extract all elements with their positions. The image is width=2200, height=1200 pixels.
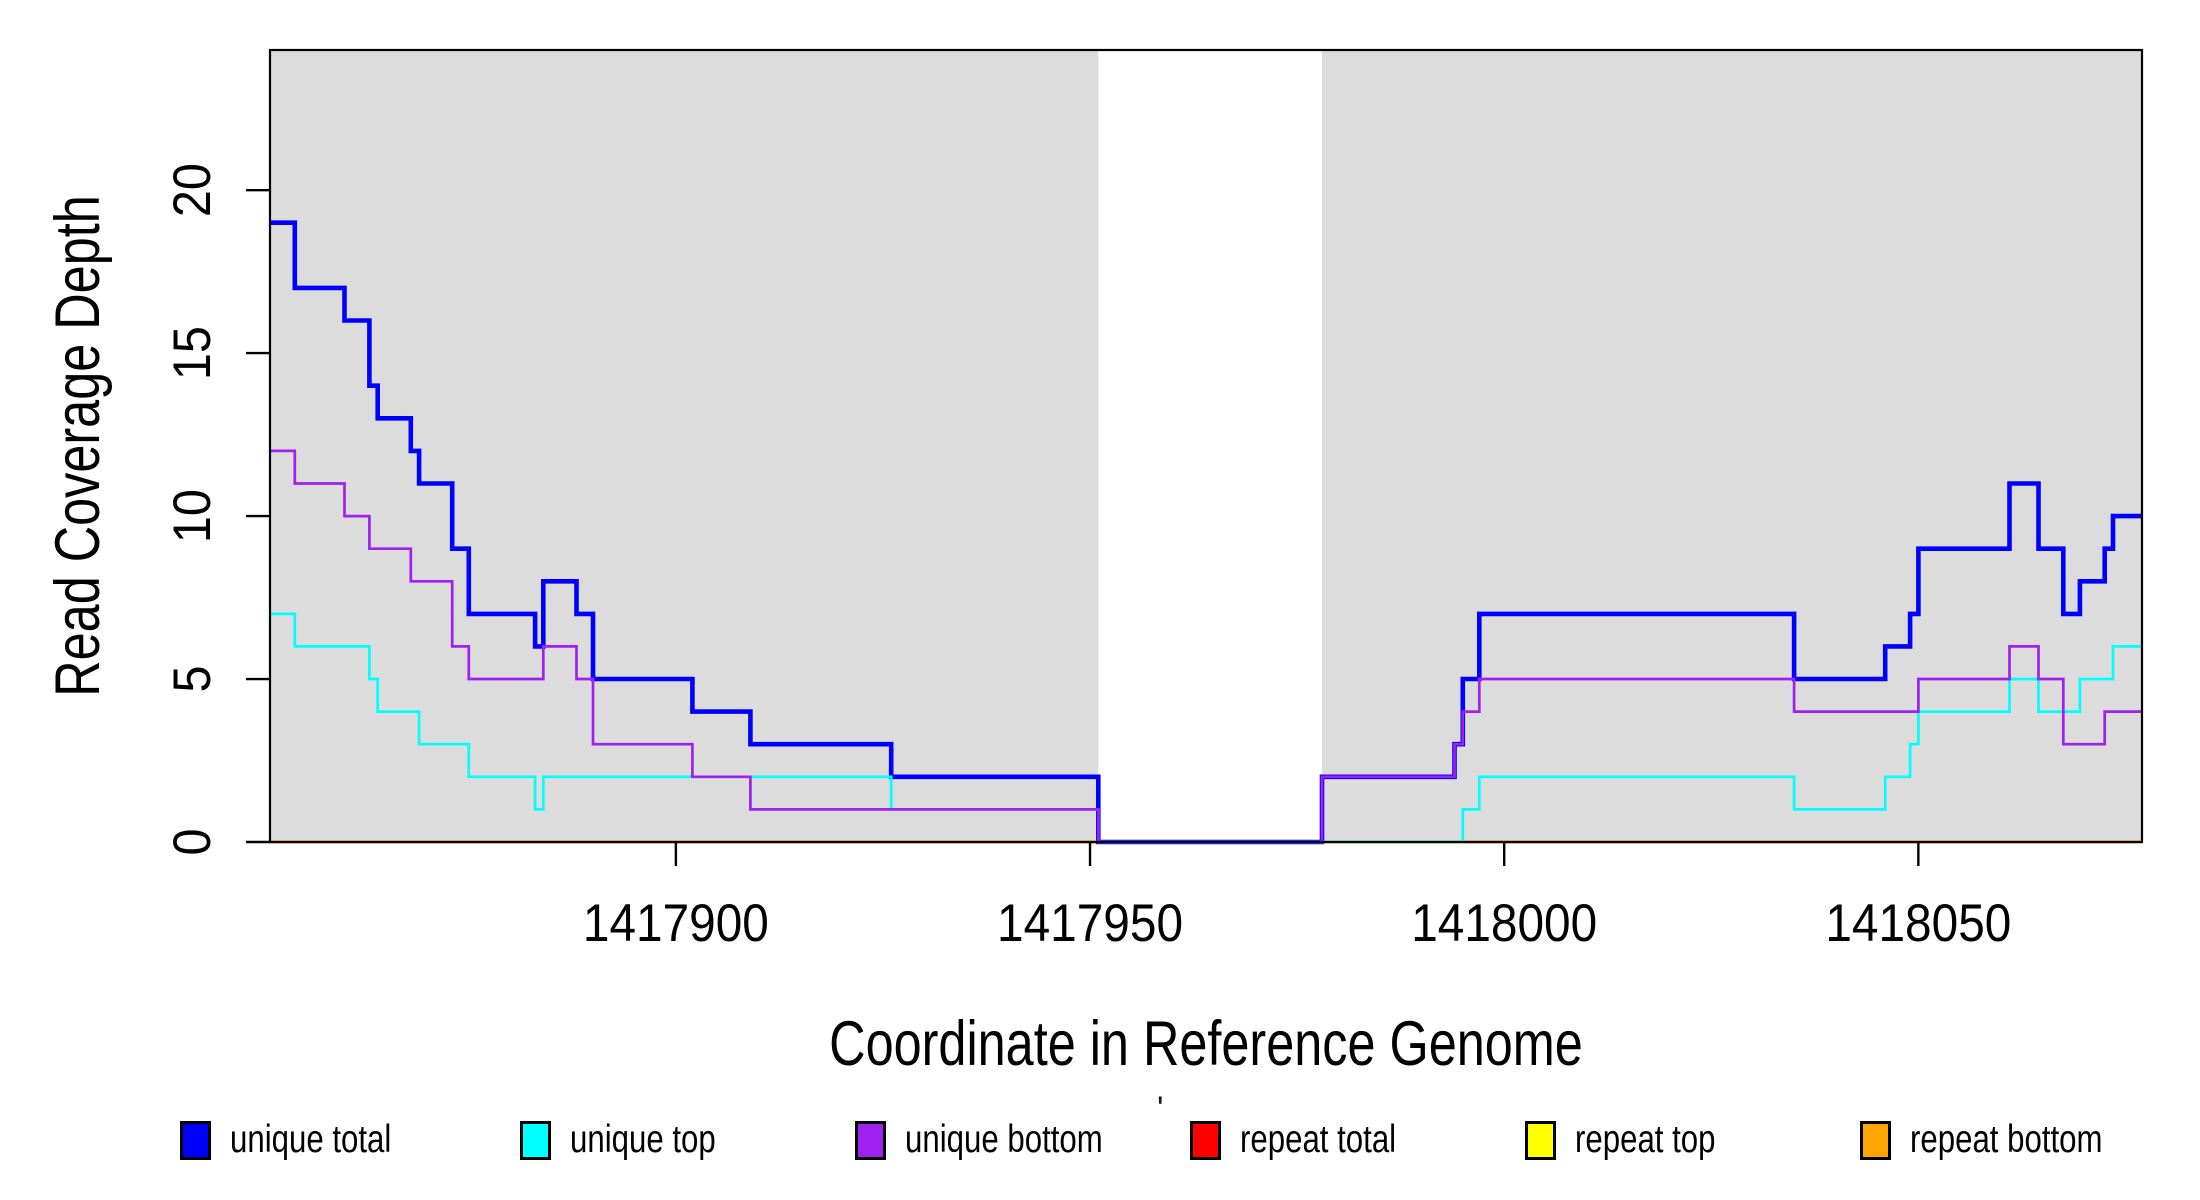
legend-label: repeat top bbox=[1575, 1118, 1716, 1161]
legend-swatch-unique-top bbox=[520, 1120, 551, 1160]
legend-label: repeat bottom bbox=[1910, 1118, 2103, 1161]
y-tick-label: 20 bbox=[163, 163, 222, 217]
y-tick-label: 5 bbox=[163, 666, 222, 693]
y-axis-title: Read Coverage Depth bbox=[43, 195, 113, 697]
x-tick-label: 1417950 bbox=[997, 894, 1183, 953]
legend-item-unique-top: unique top bbox=[520, 1118, 752, 1162]
legend-item-unique-bottom: unique bottom bbox=[855, 1118, 1152, 1162]
series-unique-total bbox=[270, 220, 2142, 845]
legend: unique total unique top unique bottom repea… bbox=[0, 1118, 2200, 1164]
series-unique-top bbox=[270, 612, 2142, 844]
x-tick-label: 1418000 bbox=[1411, 894, 1597, 953]
stray-mark: ' bbox=[1157, 1090, 1164, 1128]
legend-swatch-repeat-top bbox=[1525, 1120, 1556, 1160]
legend-item-unique-total: unique total bbox=[180, 1118, 432, 1162]
y-tick-label: 0 bbox=[163, 829, 222, 856]
y-tick-label: 15 bbox=[163, 326, 222, 380]
legend-swatch-repeat-bottom bbox=[1860, 1120, 1891, 1160]
x-tick-label: 1417900 bbox=[583, 894, 769, 953]
shaded-region bbox=[270, 50, 1099, 842]
legend-label: unique bottom bbox=[905, 1118, 1103, 1161]
legend-label: repeat total bbox=[1240, 1118, 1397, 1161]
plot-border bbox=[268, 48, 2144, 844]
legend-swatch-unique-total bbox=[180, 1120, 211, 1160]
legend-swatch-repeat-total bbox=[1190, 1120, 1221, 1160]
legend-item-repeat-bottom: repeat bottom bbox=[1860, 1118, 2151, 1162]
x-tick-label: 1418050 bbox=[1825, 894, 2011, 953]
x-axis-title: Coordinate in Reference Genome bbox=[829, 1009, 1583, 1079]
shaded-region bbox=[1321, 50, 2142, 842]
legend-item-repeat-top: repeat top bbox=[1525, 1118, 1751, 1162]
legend-label: unique total bbox=[230, 1118, 392, 1161]
legend-item-repeat-total: repeat total bbox=[1190, 1118, 1435, 1162]
series-unique-bottom bbox=[270, 449, 2142, 844]
legend-swatch-unique-bottom bbox=[855, 1120, 886, 1160]
y-tick-label: 10 bbox=[163, 489, 222, 543]
legend-label: unique top bbox=[570, 1118, 716, 1161]
